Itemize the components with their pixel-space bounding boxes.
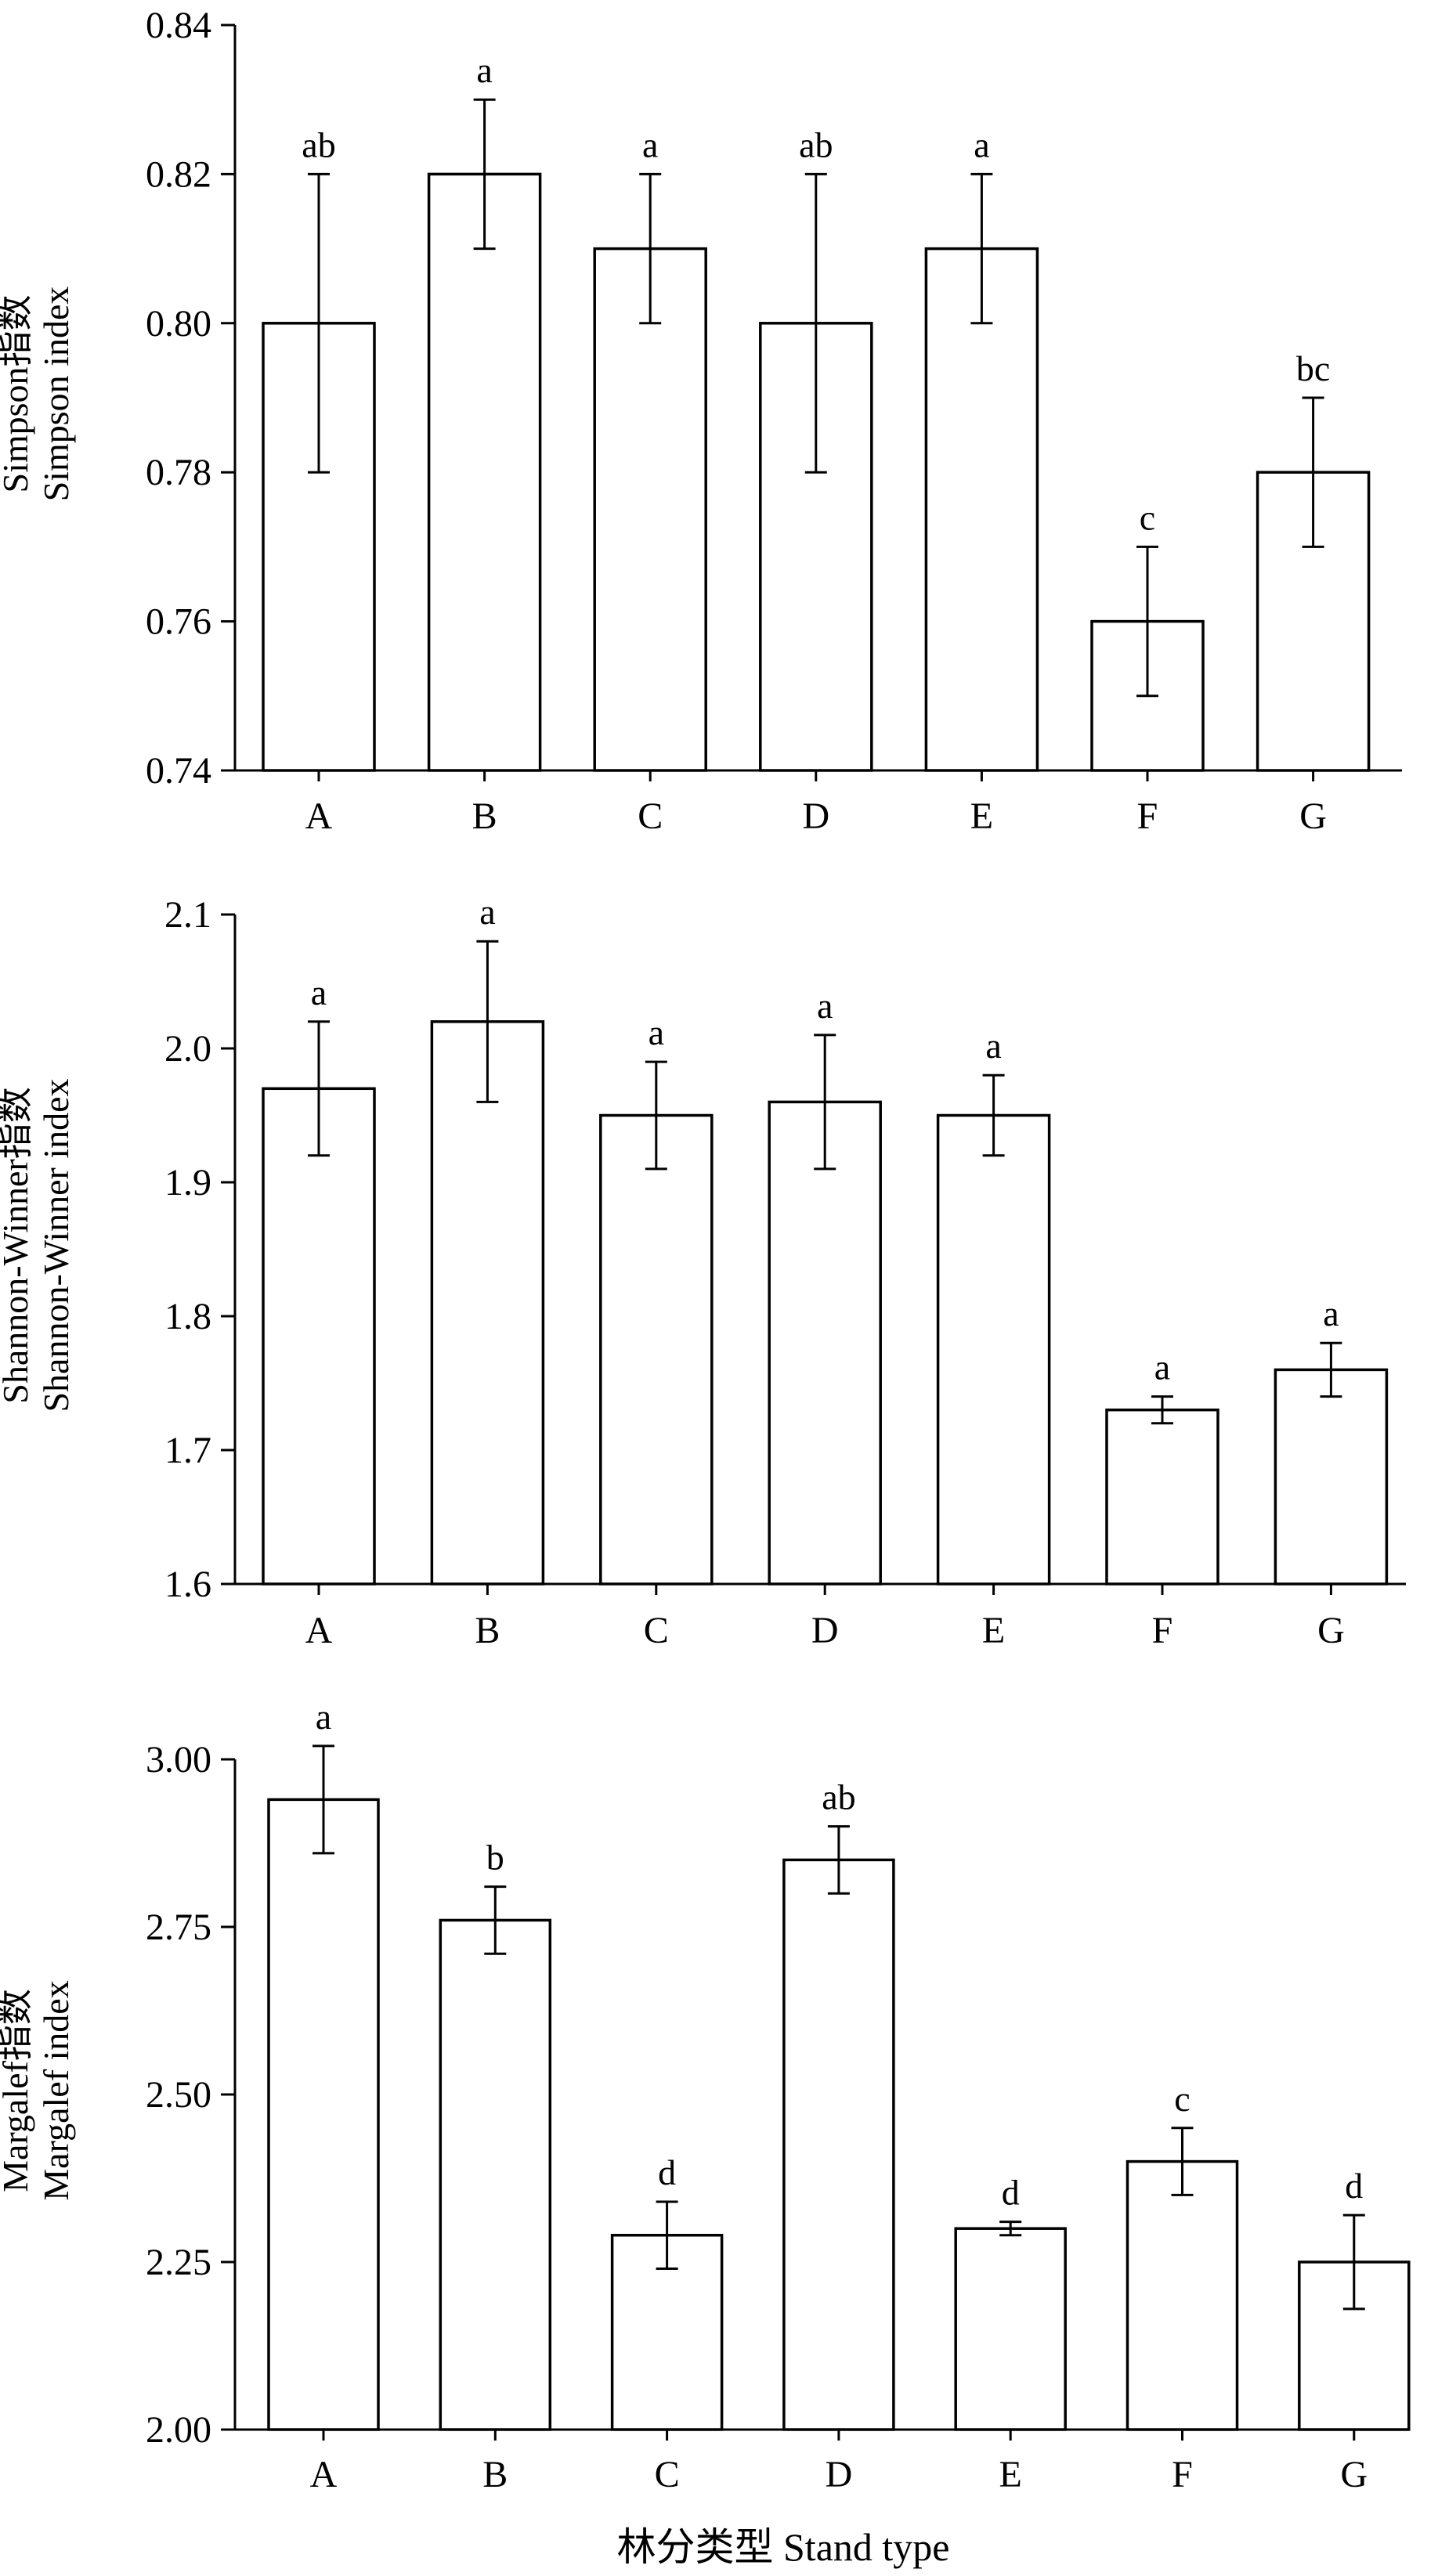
margalef-panel: 2.00 2.25 2.50 2.75 3.00 a Ab Bd Cab Dd Ec Fd G Marga… — [0, 1697, 1411, 2495]
y-tick-label: 2.50 — [146, 2074, 211, 2116]
significance-label-C: d — [658, 2152, 676, 2192]
significance-label-B: a — [476, 50, 492, 90]
category-label-F: F — [1172, 2454, 1193, 2495]
bar-A — [262, 1087, 376, 1586]
category-label-D: D — [811, 1610, 839, 1651]
significance-label-C: a — [649, 1012, 664, 1052]
y-tick-label: 3.00 — [146, 1739, 211, 1780]
significance-label-G: bc — [1296, 348, 1330, 388]
bar-B — [430, 1020, 545, 1586]
category-label-C: C — [644, 1610, 669, 1651]
bar-B — [427, 172, 542, 772]
y-axis-label-en: Margalef index — [36, 1980, 76, 2200]
category-label-C: C — [638, 796, 663, 837]
significance-label-G: a — [1323, 1293, 1339, 1333]
significance-label-E: d — [1002, 2173, 1020, 2213]
category-label-D: D — [826, 2454, 853, 2495]
bar-C — [599, 1113, 714, 1586]
bar-E — [936, 1113, 1051, 1586]
y-tick-label: 0.74 — [146, 750, 211, 792]
bar-A — [267, 1798, 380, 2431]
significance-label-E: a — [974, 124, 989, 164]
significance-label-B: a — [479, 892, 495, 932]
significance-label-A: ab — [302, 124, 335, 164]
category-label-A: A — [310, 2454, 338, 2495]
y-axis-label-cn: Margalef指数 — [0, 1989, 35, 2192]
y-tick-label: 0.84 — [146, 5, 211, 46]
significance-label-D: ab — [799, 124, 833, 164]
significance-label-B: b — [486, 1838, 504, 1878]
category-label-G: G — [1317, 1610, 1345, 1651]
y-tick-label: 2.0 — [164, 1028, 211, 1070]
y-tick-label: 1.7 — [164, 1430, 211, 1471]
bar-C — [593, 247, 707, 772]
category-label-G: G — [1299, 796, 1327, 837]
category-label-G: G — [1340, 2454, 1368, 2495]
category-label-E: E — [982, 1610, 1005, 1651]
y-tick-label: 1.8 — [164, 1296, 211, 1337]
category-label-A: A — [305, 796, 333, 837]
category-label-E: E — [970, 796, 993, 837]
significance-label-F: c — [1174, 2079, 1190, 2119]
y-tick-label: 0.80 — [146, 303, 211, 345]
y-axis-label-cn: Shannon-Winner指数 — [0, 1087, 35, 1403]
y-axis-label-en: Shannon-Winner index — [36, 1078, 76, 1412]
y-tick-label: 0.82 — [146, 153, 211, 195]
bar-D — [782, 1858, 895, 2431]
category-label-B: B — [475, 1610, 500, 1651]
category-label-E: E — [999, 2454, 1022, 2495]
significance-label-D: ab — [822, 1777, 855, 1817]
significance-label-A: a — [311, 972, 327, 1012]
category-label-F: F — [1137, 796, 1158, 837]
category-label-B: B — [482, 2454, 508, 2495]
simpson-panel: 0.74 0.76 0.78 0.80 0.82 0.84 ab Aa Ba Cab Da Ec Fbc… — [0, 5, 1402, 837]
significance-label-E: a — [985, 1026, 1001, 1066]
y-tick-label: 2.00 — [146, 2409, 211, 2451]
category-label-B: B — [472, 796, 497, 837]
x-axis-title: 林分类型 Stand type — [617, 2525, 950, 2569]
y-tick-label: 2.25 — [146, 2242, 211, 2283]
bar-F — [1125, 2159, 1239, 2431]
y-tick-label: 2.75 — [146, 1907, 211, 1948]
bar-F — [1105, 1408, 1219, 1586]
significance-label-A: a — [316, 1697, 331, 1737]
bar-G — [1274, 1368, 1389, 1586]
y-tick-label: 2.1 — [164, 894, 211, 936]
significance-label-F: c — [1140, 497, 1155, 537]
category-label-D: D — [802, 796, 829, 837]
significance-label-G: d — [1345, 2166, 1363, 2206]
y-tick-label: 1.6 — [164, 1564, 211, 1605]
y-tick-label: 0.76 — [146, 601, 211, 643]
category-label-C: C — [655, 2454, 680, 2495]
y-tick-label: 0.78 — [146, 452, 211, 493]
bar-D — [768, 1100, 882, 1586]
significance-label-D: a — [817, 986, 833, 1026]
category-label-A: A — [305, 1610, 333, 1651]
y-axis-label-cn: Simpson指数 — [0, 294, 35, 492]
shannon-winner-panel: 1.6 1.7 1.8 1.9 2.0 2.1 a Aa Ba Ca Da Ea Fa G Shannon-… — [0, 892, 1406, 1651]
category-label-F: F — [1152, 1610, 1173, 1651]
y-axis-label-en: Simpson index — [36, 287, 76, 502]
bar-B — [439, 1918, 552, 2431]
significance-label-F: a — [1154, 1348, 1170, 1387]
bar-E — [924, 247, 1039, 772]
bar-E — [954, 2227, 1067, 2431]
y-tick-label: 1.9 — [164, 1162, 211, 1203]
significance-label-C: a — [642, 124, 658, 164]
